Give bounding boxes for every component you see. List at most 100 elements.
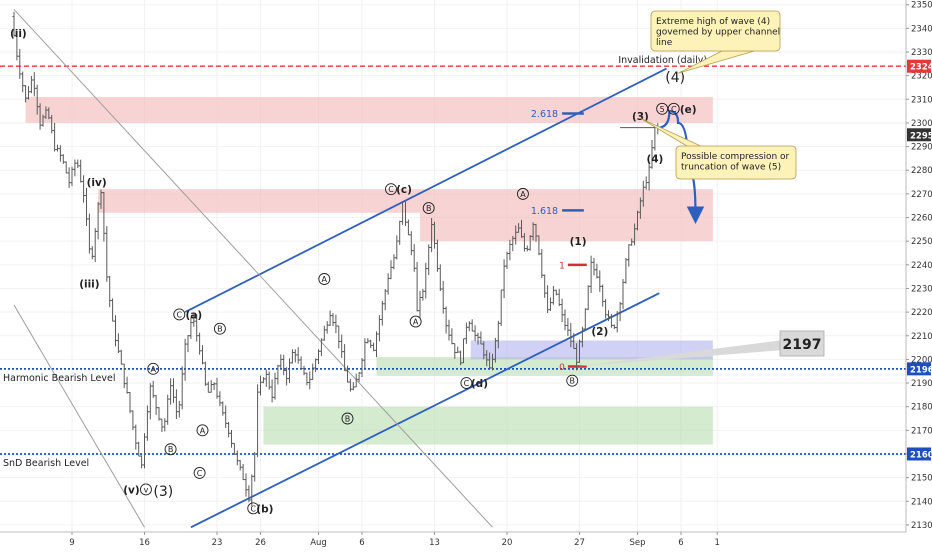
wave-label-circle — [667, 102, 680, 115]
wave-label: (4) — [665, 70, 685, 86]
ohlc-bar — [554, 289, 558, 296]
price-callout-text: 2197 — [783, 337, 822, 353]
x-tick-label: 23 — [212, 538, 223, 548]
ohlc-bar — [357, 372, 361, 383]
wave-label-circle — [147, 362, 160, 375]
ohlc-bar — [200, 345, 205, 365]
wave-label: B — [217, 325, 223, 334]
ohlc-bar — [131, 410, 135, 431]
trend-line — [13, 304, 145, 528]
x-tick-label: 6 — [359, 538, 364, 548]
ohlc-bar — [343, 344, 347, 372]
ohlc-bar — [122, 363, 126, 389]
wave-label: B — [345, 415, 351, 424]
ohlc-bar — [119, 349, 123, 365]
ohlc-bar — [543, 274, 547, 299]
ohlc-bar — [227, 422, 231, 438]
wave-label: (ii) — [10, 28, 27, 40]
ohlc-bar — [293, 349, 297, 363]
price-badge-text: 2295 — [910, 131, 932, 141]
ohlc-bar — [546, 285, 550, 314]
ohlc-bar — [560, 298, 564, 323]
wave-label: (iv) — [87, 177, 107, 189]
y-tick-label: 2260 — [911, 214, 932, 224]
x-tick-label: 1 — [715, 538, 720, 548]
fib-level-label: 2.618 — [531, 109, 558, 120]
axis-badge-text: 2324 — [910, 63, 932, 73]
ohlc-bar — [331, 313, 335, 327]
ohlc-bar — [604, 298, 608, 319]
zone-demand — [376, 357, 713, 376]
ohlc-bar — [299, 356, 303, 370]
ohlc-bar — [64, 161, 68, 174]
y-tick-label: 2240 — [911, 261, 932, 271]
ohlc-bar — [595, 263, 599, 279]
wave-label-circle — [164, 443, 177, 456]
ohlc-bar — [177, 400, 181, 418]
axis-badge-text: 2196 — [910, 365, 932, 375]
ohlc-bar — [435, 239, 439, 272]
wave-label-circle — [196, 424, 209, 437]
ohlc-bar — [224, 405, 228, 429]
ohlc-bar — [592, 257, 596, 276]
x-tick-label: 9 — [69, 538, 74, 548]
wave-label: (a) — [185, 309, 202, 321]
ohlc-bar — [180, 366, 184, 410]
axis-badge — [907, 59, 931, 73]
wave-label: B — [168, 445, 174, 454]
y-tick-label: 2200 — [911, 355, 932, 365]
y-tick-label: 2340 — [911, 24, 932, 34]
annotation-note: Extreme high of wave (4)governed by uppe… — [650, 10, 781, 74]
zone-resistance — [420, 212, 713, 242]
ohlc-bar — [377, 315, 381, 342]
ohlc-bar — [90, 246, 94, 260]
ohlc-bar — [82, 175, 86, 203]
ohlc-bar — [111, 298, 115, 322]
ohlc-bar — [540, 248, 544, 278]
wave-label-circle — [656, 102, 669, 115]
ohlc-bar — [421, 288, 425, 301]
ohlc-bar — [360, 358, 364, 378]
wave-label: A — [200, 426, 206, 435]
ohlc-bar — [61, 154, 65, 164]
ohlc-bar — [464, 322, 468, 344]
level-label: Harmonic Bearish Level — [3, 373, 115, 384]
ohlc-bar — [322, 325, 326, 341]
ohlc-bar — [456, 346, 460, 354]
ohlc-bar — [557, 288, 561, 307]
annotation-text: governed by upper channel — [656, 28, 780, 38]
wave-label: C — [177, 310, 183, 319]
ohlc-bar — [424, 262, 428, 299]
ohlc-bar — [140, 455, 144, 469]
y-tick-label: 2130 — [911, 521, 932, 531]
wave-label-circle — [566, 374, 579, 387]
ohlc-bar — [108, 275, 112, 308]
axis-badge-text: 2160 — [910, 450, 932, 460]
y-tick-label: 2320 — [911, 72, 932, 82]
ohlc-bar — [232, 442, 236, 455]
ohlc-bar — [116, 333, 120, 354]
ohlc-bar — [267, 371, 271, 390]
ohlc-bar — [363, 338, 367, 368]
wave-label: C — [671, 105, 677, 114]
ohlc-bar — [395, 235, 399, 260]
ohlc-bar — [412, 244, 416, 272]
ohlc-bar — [87, 213, 91, 254]
ohlc-bar — [627, 244, 631, 267]
ohlc-bar — [406, 219, 410, 236]
ohlc-bar — [203, 361, 207, 386]
annotation-text: line — [656, 38, 673, 48]
x-tick-label: 16 — [139, 538, 150, 548]
wave-label: v — [144, 485, 149, 494]
ohlc-bar — [589, 255, 593, 293]
ohlc-bar — [18, 48, 22, 79]
ohlc-bar — [113, 315, 118, 347]
ohlc-bar — [386, 273, 390, 295]
zone-resistance — [25, 96, 713, 123]
ohlc-bar — [369, 339, 373, 349]
trend-line — [190, 292, 660, 529]
price-badge — [907, 128, 931, 142]
wave-label: (e) — [680, 104, 697, 116]
ohlc-bar — [279, 354, 283, 369]
